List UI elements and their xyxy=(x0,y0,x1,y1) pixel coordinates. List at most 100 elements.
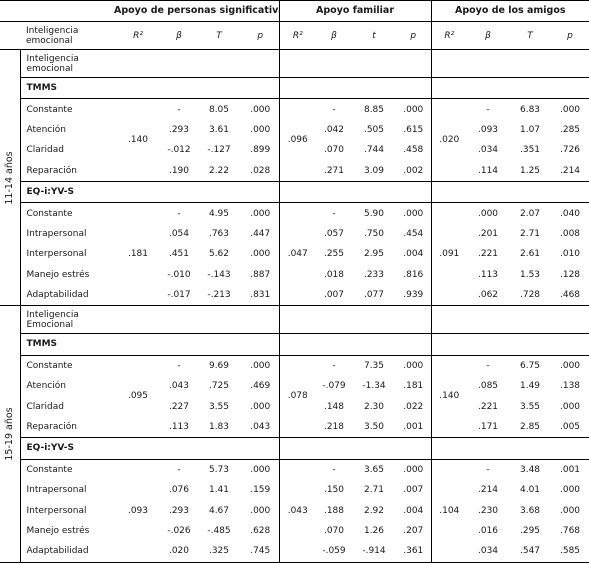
cell-value: .221 xyxy=(477,249,499,260)
cell-value: .325 xyxy=(196,541,242,563)
row-label: Interpersonal xyxy=(26,249,87,260)
cell-value: .218 xyxy=(316,416,352,439)
cell-value: -.017 xyxy=(162,284,196,307)
col-header: p xyxy=(551,21,589,50)
table-body: Inteligencia emocional R² β T p R² β t p… xyxy=(0,21,589,563)
cell-value: .458 xyxy=(396,140,432,161)
cell-value: .150 xyxy=(323,485,345,496)
cell-value: 1.41 xyxy=(208,485,230,496)
cell-value: 5.73 xyxy=(208,464,230,475)
table-row: Claridad .227 3.55 .000 .148 2.30 .022 .221 3.55… xyxy=(0,396,589,417)
cell-value: .768 xyxy=(559,526,581,536)
cell-value: .113 xyxy=(162,416,196,439)
cell-value: 7.35 xyxy=(363,360,385,371)
section-title-row: TMMS xyxy=(0,333,589,356)
cell-value: .295 xyxy=(519,526,541,536)
cell-value: .468 xyxy=(551,284,589,307)
row-label: Intrapersonal xyxy=(26,485,87,496)
cell-value: .018 xyxy=(323,269,345,280)
cell-value: .007 xyxy=(396,480,432,501)
cell-value: .451 xyxy=(168,249,190,260)
cell-value: .000 xyxy=(559,505,581,516)
cell-value: 4.67 xyxy=(208,505,230,516)
cell-value: .939 xyxy=(396,284,432,307)
cell-value: .207 xyxy=(396,520,432,542)
r2-value: .140 xyxy=(114,98,162,182)
cell-value: 8.85 xyxy=(363,104,385,115)
row-header-label: Inteligencia emocional xyxy=(20,21,114,50)
section-title: TMMS xyxy=(20,77,114,100)
section-title: EQ-i:YV-S xyxy=(20,181,114,204)
cell-value: .000 xyxy=(242,244,280,265)
row-label: Constante xyxy=(26,104,73,115)
cell-value: .816 xyxy=(396,264,432,285)
table-row: Interpersonal .451 5.62 .000 .255 2.95 .004 .22… xyxy=(0,244,589,265)
cell-value: - xyxy=(486,104,490,115)
cell-value: .138 xyxy=(559,381,581,392)
cell-value: .293 xyxy=(168,124,190,135)
cell-value: .000 xyxy=(242,459,280,481)
cell-value: 2.30 xyxy=(363,401,385,412)
cell-value: .214 xyxy=(551,160,589,182)
cell-value: 2.95 xyxy=(363,249,385,260)
cell-value: .000 xyxy=(559,360,581,371)
group-header: Apoyo de los amigos xyxy=(431,0,589,22)
row-label: Atención xyxy=(26,124,66,135)
cell-value: .725 xyxy=(208,381,230,392)
cell-value: 1.49 xyxy=(519,381,541,392)
cell-value: 2.71 xyxy=(363,485,385,496)
cell-value: 3.68 xyxy=(519,505,541,516)
cell-value: .054 xyxy=(168,228,190,239)
cell-value: 4.95 xyxy=(208,208,230,219)
col-header: β xyxy=(467,21,510,50)
cell-value: 5.90 xyxy=(363,208,385,219)
cell-value: .000 xyxy=(242,396,280,417)
cell-value: -.485 xyxy=(207,526,231,536)
intro-label: Inteligencia emocional xyxy=(20,49,114,78)
cell-value: .010 xyxy=(559,249,581,260)
cell-value: .004 xyxy=(396,244,432,265)
cell-value: .093 xyxy=(477,124,499,135)
cell-value: .007 xyxy=(316,284,352,307)
cell-value: .285 xyxy=(559,124,581,135)
cell-value: -.213 xyxy=(196,284,242,307)
intro-label: Inteligencia Emocional xyxy=(20,305,114,335)
table-row: Interpersonal .293 4.67 .000 .188 2.92 .004 .23… xyxy=(0,500,589,521)
cell-value: - xyxy=(486,360,490,371)
cell-value: .113 xyxy=(477,269,499,280)
cell-value: .128 xyxy=(559,269,581,280)
cell-value: .114 xyxy=(467,160,510,182)
cell-value: .171 xyxy=(467,416,510,439)
cell-value: 1.07 xyxy=(519,124,541,135)
cell-value: 3.55 xyxy=(519,401,541,412)
cell-value: .188 xyxy=(323,505,345,516)
cell-value: .214 xyxy=(477,485,499,496)
cell-value: .227 xyxy=(168,401,190,412)
table-row: Constante .181-4.95.000.047-5.90.000.091.… xyxy=(0,202,589,307)
age-group-label: 11-14 años xyxy=(0,49,21,307)
cell-value: .000 xyxy=(477,208,499,219)
intro-row: 15-19 años Inteligencia Emocional xyxy=(0,305,589,563)
cell-value: .361 xyxy=(396,541,432,563)
r2-value: .181 xyxy=(114,202,162,307)
cell-value: .293 xyxy=(168,505,190,516)
cell-value: - xyxy=(486,464,490,475)
section-title-row: EQ-i:YV-S xyxy=(0,437,589,460)
row-label: Intrapersonal xyxy=(26,228,87,239)
cell-value: - xyxy=(332,464,336,475)
cell-value: -.079 xyxy=(322,381,346,392)
cell-value: .750 xyxy=(363,228,385,239)
cell-value: .000 xyxy=(242,119,280,141)
cell-value: .000 xyxy=(396,459,432,481)
cell-value: 3.65 xyxy=(363,464,385,475)
cell-value: .000 xyxy=(396,355,432,377)
row-label: Interpersonal xyxy=(26,505,87,516)
cell-value: .000 xyxy=(396,202,432,224)
cell-value: -.914 xyxy=(352,541,396,563)
cell-value: .628 xyxy=(242,520,280,542)
r2-value: .043 xyxy=(279,459,316,563)
cell-value: 1.26 xyxy=(363,526,385,536)
row-label: Atención xyxy=(26,381,66,392)
column-header-row: Inteligencia emocional R² β T p R² β t p… xyxy=(0,21,589,50)
